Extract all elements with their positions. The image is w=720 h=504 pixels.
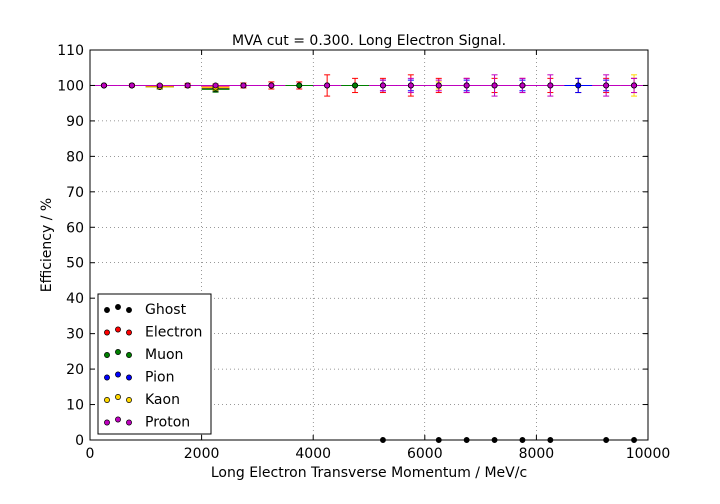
- y-tick-label: 90: [66, 114, 84, 130]
- legend-marker: [115, 326, 121, 333]
- legend-item-electron: Electron: [104, 325, 202, 341]
- data-point: [352, 82, 358, 89]
- data-point: [128, 82, 135, 89]
- x-tick-label: 8000: [519, 446, 555, 462]
- legend-marker: [104, 374, 110, 381]
- grid: [90, 50, 648, 440]
- legend-marker: [115, 371, 121, 378]
- x-tick-label: 4000: [295, 446, 331, 462]
- data-point: [463, 82, 470, 89]
- y-tick-label: 40: [66, 291, 84, 307]
- legend-item-proton: Proton: [104, 415, 190, 431]
- legend-item-kaon: Kaon: [104, 392, 180, 408]
- data-point: [491, 82, 498, 89]
- legend-label: Proton: [145, 415, 190, 431]
- y-tick-label: 10: [66, 398, 84, 414]
- legend-marker: [126, 419, 132, 426]
- data-point: [380, 82, 386, 89]
- x-tick-label: 2000: [184, 446, 220, 462]
- x-tick-label: 0: [86, 446, 95, 462]
- legend-label: Kaon: [145, 392, 180, 408]
- y-tick-label: 20: [66, 362, 84, 378]
- legend-marker: [104, 307, 110, 313]
- data-point: [631, 82, 638, 89]
- legend-marker: [115, 416, 121, 423]
- data-point: [519, 82, 526, 89]
- data-point: [240, 82, 247, 89]
- data-point: [184, 82, 191, 89]
- legend-marker: [104, 352, 110, 358]
- y-tick-label: 100: [57, 78, 84, 94]
- legend-marker: [115, 394, 121, 400]
- legend-label: Ghost: [145, 302, 187, 318]
- plot-frame: [89, 49, 649, 441]
- y-tick-label: 60: [66, 220, 84, 236]
- legend-item-ghost: Ghost: [104, 302, 187, 318]
- legend-marker: [126, 397, 132, 403]
- legend-label: Pion: [145, 370, 174, 386]
- legend-item-pion: Pion: [104, 370, 174, 386]
- y-tick-label: 70: [66, 185, 84, 201]
- y-tick-label: 0: [75, 433, 84, 449]
- data-point: [100, 82, 107, 89]
- x-axis-label: Long Electron Transverse Momentum / MeV/…: [211, 465, 527, 481]
- y-tick-label: 30: [66, 327, 84, 343]
- legend-marker: [115, 349, 121, 355]
- legend-label: Muon: [145, 347, 183, 363]
- legend-marker: [104, 419, 110, 426]
- y-tick-label: 50: [66, 256, 84, 272]
- legend-marker: [126, 329, 132, 336]
- chart-title: MVA cut = 0.300. Long Electron Signal.: [232, 33, 506, 49]
- y-tick-label: 110: [57, 43, 84, 59]
- legend-marker: [104, 329, 110, 336]
- data-point: [324, 82, 331, 89]
- legend: Ghost Electron Muon Pion Kaon Proton: [97, 293, 212, 435]
- data-point: [212, 82, 219, 89]
- legend-marker: [115, 304, 121, 310]
- y-axis-label: Efficiency / %: [39, 198, 55, 292]
- x-tick-label: 6000: [407, 446, 443, 462]
- data-point: [435, 82, 442, 89]
- series-proton: [90, 74, 648, 97]
- legend-box: [97, 293, 212, 435]
- legend-marker: [126, 374, 132, 381]
- legend-marker: [126, 352, 132, 358]
- axis-ticks: 0 2000 4000 6000 8000 10000 0 10 20 30 40 50 60 70 80 9…: [57, 43, 670, 462]
- legend-item-muon: Muon: [104, 347, 183, 363]
- y-tick-label: 80: [66, 149, 84, 165]
- data-point: [296, 82, 303, 89]
- legend-label: Electron: [145, 325, 202, 341]
- data-point: [268, 82, 275, 89]
- legend-marker: [104, 397, 110, 403]
- data-point: [603, 82, 610, 89]
- data-point: [547, 82, 554, 89]
- x-tick-label: 10000: [626, 446, 671, 462]
- legend-marker: [126, 307, 132, 313]
- data-point: [575, 82, 582, 89]
- data-point: [407, 82, 414, 89]
- data-point: [156, 82, 163, 89]
